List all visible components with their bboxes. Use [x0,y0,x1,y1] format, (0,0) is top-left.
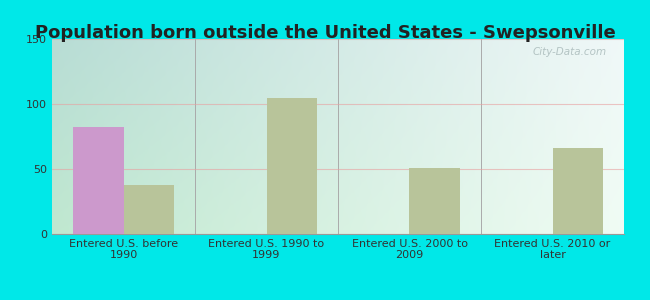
Text: Population born outside the United States - Swepsonville: Population born outside the United State… [34,24,616,42]
Bar [410,168,460,234]
Text: City-Data.com: City-Data.com [533,47,607,57]
Bar [124,184,174,234]
Bar [552,148,603,234]
Bar [266,98,317,234]
Bar [73,128,124,234]
